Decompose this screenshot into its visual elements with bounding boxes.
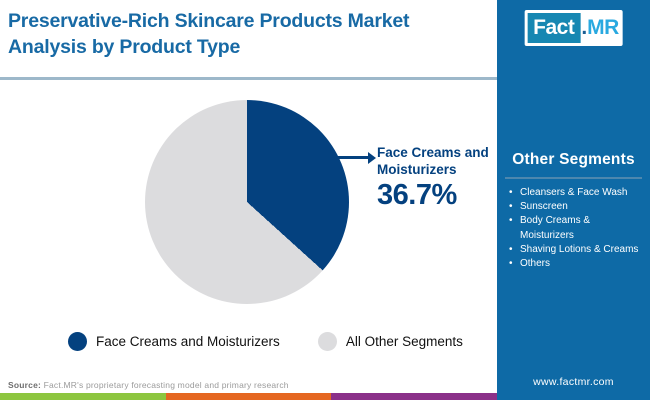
callout-arrow-head-icon: [368, 151, 376, 164]
source-label: Source:: [8, 380, 42, 390]
callout-label: Face Creams and Moisturizers: [377, 145, 489, 177]
legend-item-primary: Face Creams and Moisturizers: [68, 332, 280, 351]
source-note: Source: Fact.MR's proprietary forecastin…: [8, 380, 289, 390]
list-item-label: Shaving Lotions & Creams: [520, 243, 639, 255]
footer-bar-segment-purple: [331, 393, 498, 400]
legend: Face Creams and Moisturizers All Other S…: [68, 332, 463, 351]
bullet-icon: •: [509, 258, 513, 270]
other-segments-heading: Other Segments: [512, 151, 635, 168]
page-title: Preservative-Rich Skincare Products Mark…: [8, 8, 409, 60]
page-title-line2: Analysis by Product Type: [8, 36, 241, 58]
footer-bar-segment-orange: [165, 393, 332, 400]
list-item: • Shaving Lotions & Creams: [507, 243, 645, 257]
other-segments-list: • Cleansers & Face Wash • Sunscreen • Body Cr…: [507, 186, 645, 271]
website-link[interactable]: www.factmr.com: [533, 376, 614, 388]
list-item-label: Cleansers & Face Wash: [520, 187, 628, 198]
page-title-line1: Preservative-Rich Skincare Products Mark…: [8, 10, 410, 32]
bullet-icon: •: [509, 215, 513, 227]
callout: Face Creams and Moisturizers 36.7%: [377, 144, 497, 212]
logo-fact-text: Fact: [527, 13, 581, 43]
header-divider: [0, 77, 497, 80]
pie-chart: [145, 100, 349, 304]
sidebar: Fact . MR Other Segments • Cleansers & Fa…: [497, 0, 650, 400]
list-item: • Body Creams & Moisturizers: [507, 214, 645, 242]
footer-bar-segment-green: [0, 393, 166, 400]
list-item: • Cleansers & Face Wash: [507, 186, 645, 200]
bullet-icon: •: [509, 187, 513, 198]
legend-item-secondary: All Other Segments: [317, 332, 463, 351]
legend-swatch-primary: [68, 332, 87, 351]
callout-arrow: [338, 156, 369, 159]
legend-label-primary: Face Creams and Moisturizers: [96, 334, 280, 349]
list-item-label: Sunscreen: [520, 201, 568, 213]
bullet-icon: •: [509, 201, 513, 213]
logo-dot: .: [581, 16, 588, 39]
list-item-label: Others: [520, 258, 551, 270]
list-item: • Sunscreen: [507, 200, 645, 214]
legend-label-secondary: All Other Segments: [345, 334, 463, 349]
callout-value: 36.7%: [377, 179, 457, 211]
legend-swatch-secondary: [317, 332, 337, 351]
list-item-label: Body Creams & Moisturizers: [520, 215, 591, 241]
footer-color-bar: [0, 393, 498, 400]
factmr-logo: Fact . MR: [524, 10, 623, 46]
sidebar-divider: [505, 177, 642, 179]
main-panel: Preservative-Rich Skincare Products Mark…: [0, 8, 498, 400]
source-text: Fact.MR's proprietary forecasting model …: [43, 380, 289, 390]
bullet-icon: •: [509, 243, 513, 255]
logo-mr-text: MR: [587, 16, 619, 39]
list-item: • Others: [507, 257, 645, 271]
